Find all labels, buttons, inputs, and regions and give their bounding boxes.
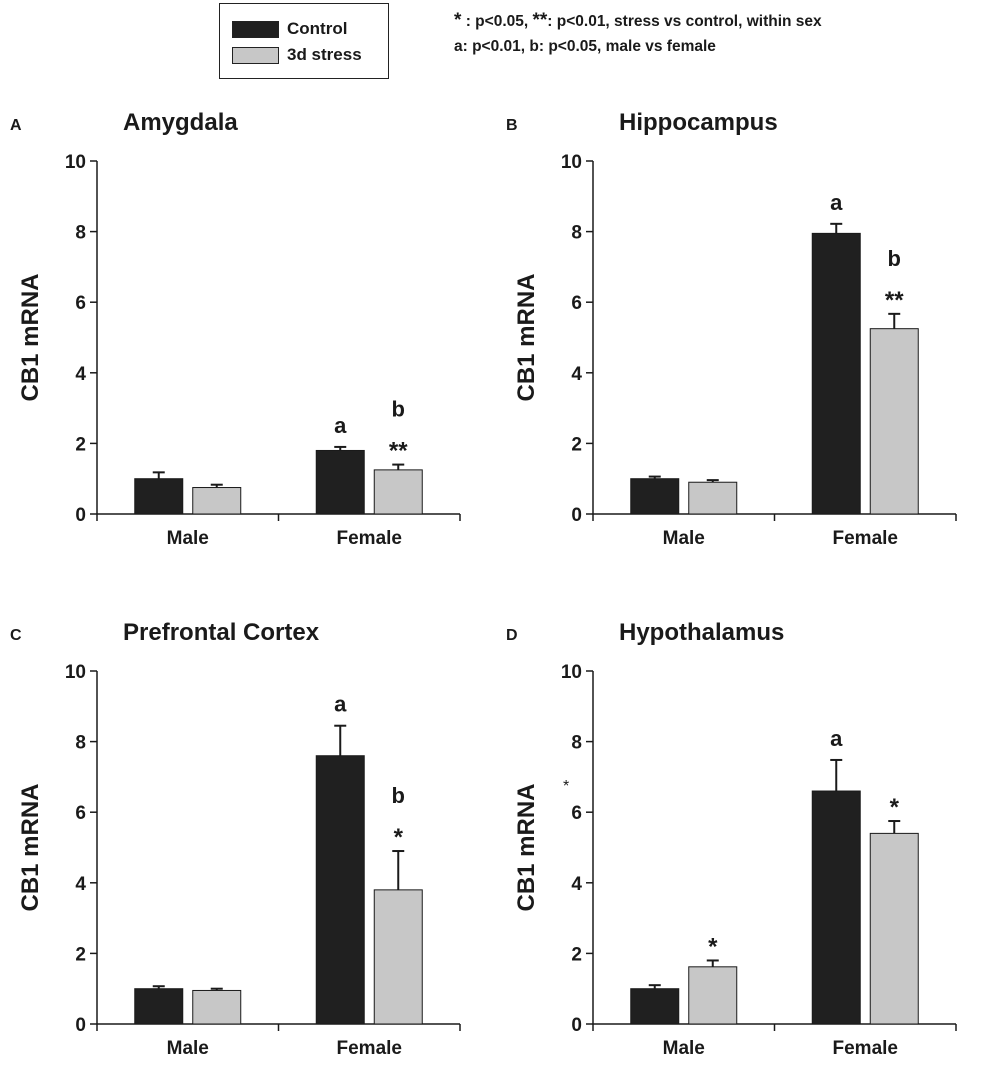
y-tick-label: 4 bbox=[75, 874, 86, 895]
significance-label: a bbox=[334, 692, 347, 717]
legend-item-control: Control bbox=[232, 19, 347, 39]
x-tick-label-male: Male bbox=[167, 1038, 209, 1059]
bar-control-female bbox=[315, 449, 365, 515]
notes-text-a: : p<0.05, bbox=[461, 13, 533, 30]
significance-label: b bbox=[392, 783, 405, 808]
y-tick-label: 0 bbox=[571, 1015, 582, 1036]
stray-asterisk: * bbox=[563, 778, 570, 795]
x-tick-label-female: Female bbox=[337, 528, 402, 549]
significance-label: * bbox=[394, 824, 404, 851]
x-tick-label-male: Male bbox=[663, 528, 705, 549]
bar-3d-stress-male bbox=[688, 966, 738, 1025]
y-tick-label: 2 bbox=[75, 434, 86, 455]
y-tick-label: 10 bbox=[65, 662, 86, 683]
y-tick-label: 10 bbox=[561, 152, 582, 173]
legend-label-control: Control bbox=[287, 19, 348, 38]
y-tick-label: 0 bbox=[75, 505, 86, 526]
bar-control-male bbox=[134, 988, 184, 1025]
significance-notes: * : p<0.05, **: p<0.01, stress vs contro… bbox=[454, 8, 822, 59]
bar-control-male bbox=[134, 478, 184, 515]
significance-label: b bbox=[392, 397, 405, 422]
notes-double-star: ** bbox=[532, 10, 548, 31]
panel-title-amygdala: Amygdala bbox=[123, 109, 238, 136]
chart-panel-hippocampus: B Hippocampus CB1 mRNA 0 2 4 6 8 10 Male Female a **… bbox=[506, 109, 957, 549]
y-tick-label: 2 bbox=[571, 434, 582, 455]
panel-letter: C bbox=[10, 627, 22, 644]
y-tick-label: 4 bbox=[571, 364, 582, 385]
bar-control-female bbox=[315, 755, 365, 1025]
bar-control-female bbox=[811, 232, 861, 515]
legend: Control 3d stress bbox=[219, 3, 389, 79]
y-tick-label: 0 bbox=[571, 505, 582, 526]
bar-3d-stress-male bbox=[192, 487, 242, 515]
notes-star: * bbox=[454, 10, 462, 31]
y-tick-label: 10 bbox=[561, 662, 582, 683]
notes-line-1: * : p<0.05, **: p<0.01, stress vs contro… bbox=[454, 8, 822, 34]
panel-letter: B bbox=[506, 117, 518, 134]
y-tick-label: 6 bbox=[571, 293, 582, 314]
bar-3d-stress-female bbox=[373, 469, 423, 515]
legend-item-stress: 3d stress bbox=[232, 45, 362, 65]
significance-label: * bbox=[708, 933, 718, 960]
y-tick-label: 8 bbox=[75, 223, 86, 244]
chart-panel-hypothalamus: D Hypothalamus CB1 mRNA 0 2 4 6 8 10 Male * Female a… bbox=[506, 619, 957, 1059]
y-tick-label: 0 bbox=[75, 1015, 86, 1036]
y-tick-label: 10 bbox=[65, 152, 86, 173]
x-tick-label-male: Male bbox=[663, 1038, 705, 1059]
significance-label: ** bbox=[885, 287, 904, 314]
x-tick-label-female: Female bbox=[833, 1038, 898, 1059]
chart-panel-prefrontal-cortex: C Prefrontal Cortex CB1 mRNA 0 2 4 6 8 10 Male Fem… bbox=[10, 619, 461, 1059]
y-axis-label: CB1 mRNA bbox=[17, 273, 44, 401]
y-tick-label: 6 bbox=[571, 803, 582, 824]
panel-letter: D bbox=[506, 627, 518, 644]
legend-label-stress: 3d stress bbox=[287, 45, 362, 64]
bar-control-male bbox=[630, 988, 680, 1025]
y-axis-label: CB1 mRNA bbox=[513, 273, 540, 401]
x-tick-label-female: Female bbox=[833, 528, 898, 549]
significance-label: a bbox=[334, 413, 347, 438]
y-tick-label: 8 bbox=[571, 223, 582, 244]
bar-3d-stress-female bbox=[869, 328, 919, 515]
significance-label: b bbox=[888, 246, 901, 271]
y-tick-label: 4 bbox=[571, 874, 582, 895]
legend-swatch-control bbox=[232, 20, 279, 38]
y-tick-label: 8 bbox=[571, 733, 582, 754]
bar-3d-stress-female bbox=[869, 832, 919, 1025]
y-tick-label: 2 bbox=[571, 944, 582, 965]
bar-control-female bbox=[811, 790, 861, 1025]
y-tick-label: 2 bbox=[75, 944, 86, 965]
panel-title-hypothalamus: Hypothalamus bbox=[619, 619, 784, 646]
y-tick-label: 6 bbox=[75, 803, 86, 824]
legend-swatch-stress bbox=[232, 46, 279, 64]
significance-label: a bbox=[830, 726, 843, 751]
y-axis-label: CB1 mRNA bbox=[513, 783, 540, 911]
y-axis-label: CB1 mRNA bbox=[17, 783, 44, 911]
bar-control-male bbox=[630, 478, 680, 515]
panel-title-prefrontal-cortex: Prefrontal Cortex bbox=[123, 619, 320, 646]
x-tick-label-female: Female bbox=[337, 1038, 402, 1059]
x-tick-label-male: Male bbox=[167, 528, 209, 549]
bar-3d-stress-male bbox=[688, 481, 738, 515]
y-tick-label: 8 bbox=[75, 733, 86, 754]
panel-letter: A bbox=[10, 117, 22, 134]
panel-title-hippocampus: Hippocampus bbox=[619, 109, 778, 136]
y-tick-label: 6 bbox=[75, 293, 86, 314]
significance-label: a bbox=[830, 190, 843, 215]
notes-line-2: a: p<0.01, b: p<0.05, male vs female bbox=[454, 38, 716, 55]
significance-label: * bbox=[890, 794, 900, 821]
y-tick-label: 4 bbox=[75, 364, 86, 385]
significance-label: ** bbox=[389, 438, 408, 465]
bar-3d-stress-female bbox=[373, 889, 423, 1025]
notes-text-b: : p<0.01, stress vs control, within sex bbox=[547, 13, 822, 30]
bar-3d-stress-male bbox=[192, 989, 242, 1025]
chart-panel-amygdala: A Amygdala CB1 mRNA 0 2 4 6 8 10 Male Female a ** b bbox=[10, 109, 461, 549]
